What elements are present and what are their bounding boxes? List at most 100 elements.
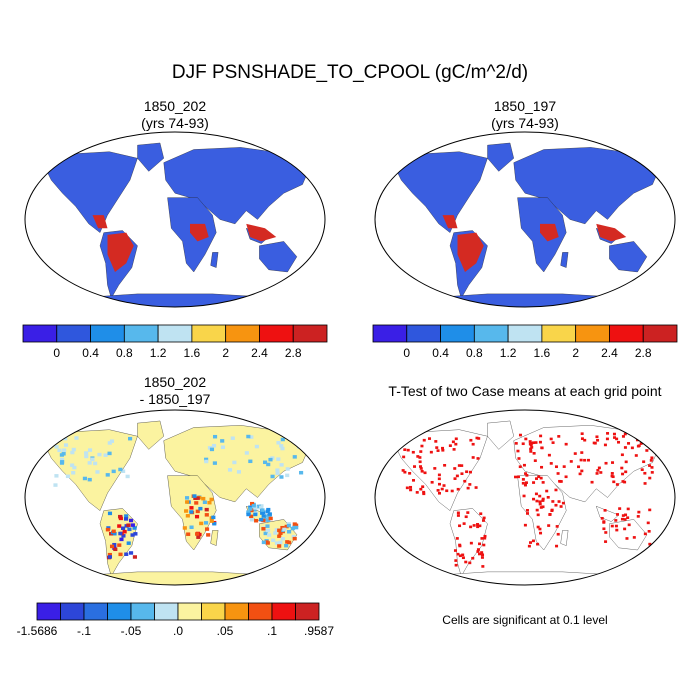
p3-cell <box>204 521 209 525</box>
p4-sig-cell <box>461 556 465 560</box>
cb3-label: -.05 <box>121 624 142 638</box>
p3-cell <box>276 441 281 445</box>
p3-cell <box>254 444 259 449</box>
p4-sig-cell <box>626 516 630 520</box>
p4-sig-cell <box>596 469 600 472</box>
p4-sig-cell <box>583 458 587 462</box>
p4-sig-cell <box>597 466 601 470</box>
p4-sig-cell <box>476 457 480 460</box>
p3-cell <box>71 447 76 452</box>
p4-sig-cell <box>623 527 627 531</box>
cb1-label: 2.8 <box>285 346 302 360</box>
p3-cell <box>65 474 71 479</box>
p4-sig-cell <box>464 515 468 519</box>
p3-cell <box>230 436 235 440</box>
p1-australia <box>259 241 297 272</box>
p4-sig-cell <box>529 447 533 451</box>
p4-sig-cell <box>559 480 563 483</box>
p3-cell <box>285 473 290 478</box>
panel1-title-line2: (yrs 74-93) <box>141 115 209 131</box>
panel4-title: T-Test of two Case means at each grid po… <box>355 383 695 400</box>
p4-sig-cell <box>420 444 424 448</box>
p4-sig-cell <box>529 541 533 544</box>
p3-cell <box>133 532 138 536</box>
cb3-box <box>107 602 132 621</box>
p4-sig-cell <box>541 497 545 501</box>
p4-sig-cell <box>482 516 486 520</box>
p4-sig-cell <box>548 513 552 516</box>
p4-sig-cell <box>462 522 466 525</box>
p4-sig-cell <box>409 485 413 489</box>
p3-cell <box>270 474 275 479</box>
cb1-label: 2.4 <box>251 346 268 360</box>
p4-sig-cell <box>627 442 631 445</box>
cb3-label: .0 <box>173 624 183 638</box>
p4-sig-cell <box>618 507 622 510</box>
p4-sig-cell <box>454 563 458 567</box>
p4-sig-cell <box>523 523 527 527</box>
p3-cell <box>74 436 79 440</box>
p3-cell <box>278 531 283 536</box>
p3-cell <box>285 467 290 471</box>
p4-sig-cell <box>437 491 441 495</box>
p4-sig-cell <box>442 484 446 487</box>
p3-cell <box>253 512 258 517</box>
p3-cell <box>111 469 116 474</box>
p3-cell <box>59 457 65 462</box>
p3-cell <box>285 540 290 544</box>
p4-sig-cell <box>453 549 457 552</box>
p4-sig-cell <box>419 450 423 453</box>
p4-sig-cell <box>611 461 615 464</box>
p3-cell <box>204 513 209 517</box>
p3-cell <box>57 448 62 453</box>
p3-cell <box>259 505 264 510</box>
p3-cell <box>264 514 269 518</box>
p4-sig-cell <box>650 466 654 469</box>
p4-sig-cell <box>600 517 604 520</box>
p4-sig-cell <box>526 512 530 515</box>
p4-sig-cell <box>450 489 454 493</box>
p4-sig-cell <box>483 536 487 540</box>
p3-cell <box>118 467 123 472</box>
p3-cell <box>195 532 200 536</box>
p4-sig-cell <box>458 544 462 548</box>
cb1-box <box>225 324 260 343</box>
cb2-box <box>642 324 678 343</box>
p4-sig-cell <box>528 440 532 443</box>
p3-madagascar <box>211 530 219 545</box>
p4-sig-cell <box>624 470 628 474</box>
p3-cell <box>282 527 287 532</box>
p3-cell <box>280 446 285 451</box>
p3-cell <box>202 500 207 505</box>
p3-cell <box>248 507 253 511</box>
cb1-label: 0.4 <box>82 346 99 360</box>
cb2-label: 1.2 <box>500 346 517 360</box>
p1-greenland <box>138 143 164 171</box>
p4-sig-cell <box>423 471 427 475</box>
p3-cell <box>128 436 133 441</box>
p3-cell <box>90 457 95 462</box>
cb2-label: 2.8 <box>635 346 652 360</box>
p4-sig-cell <box>586 458 590 462</box>
p4-sig-cell <box>620 466 624 470</box>
p4-sig-cell <box>521 481 525 485</box>
p4-sig-cell <box>532 497 536 501</box>
p3-cell <box>297 431 302 436</box>
p4-sig-cell <box>646 521 650 525</box>
p4-sig-cell <box>456 487 460 491</box>
p3-cell <box>182 526 187 530</box>
p1-seasia-hot <box>246 223 277 242</box>
p3-cell <box>117 524 122 528</box>
p4-sig-cell <box>541 499 545 502</box>
p3-cell <box>130 533 135 537</box>
p3-cell <box>111 529 116 534</box>
p3-cell <box>249 517 254 522</box>
p3-cell <box>121 526 126 531</box>
p4-sig-cell <box>530 446 534 449</box>
p3-cell <box>95 470 100 474</box>
p4-sig-cell <box>481 519 485 522</box>
p3-cell <box>195 509 200 514</box>
p4-sig-cell <box>555 525 559 528</box>
p4-sig-cell <box>639 442 643 445</box>
p4-sig-cell <box>418 456 422 459</box>
